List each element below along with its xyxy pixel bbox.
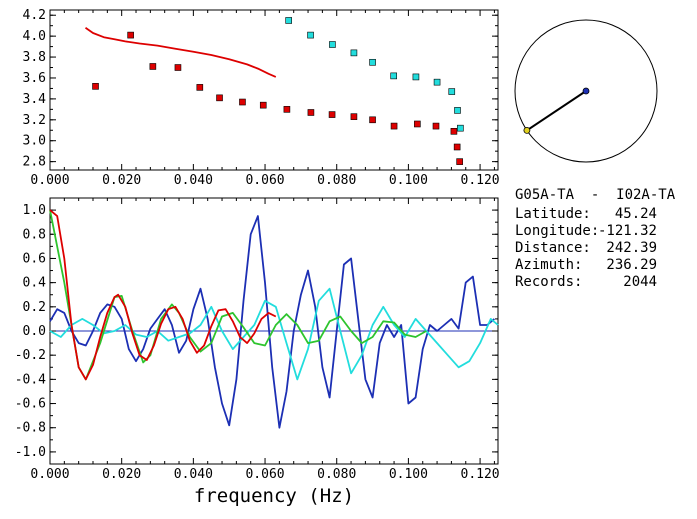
red-marker xyxy=(369,116,376,124)
cyan-marker xyxy=(457,124,464,132)
y-tick-label: 0.0 xyxy=(23,324,46,339)
cyan-marker xyxy=(390,72,398,80)
red-marker xyxy=(432,122,440,130)
red-marker xyxy=(174,64,182,71)
y-tick-label: 0.6 xyxy=(23,251,46,266)
top-y-ticks: 2.8 3.0 3.2 3.4 3.6 3.8 4.0 4.2 xyxy=(23,8,498,170)
azimuth-line xyxy=(526,90,587,132)
compass-circle xyxy=(514,19,658,163)
y-tick-label: 4.0 xyxy=(23,29,46,44)
latitude-value: 45.24 xyxy=(615,206,657,222)
red-marker xyxy=(456,158,463,165)
top-series xyxy=(84,17,464,165)
cyan-marker xyxy=(412,73,420,81)
x-tick-label: 0.120 xyxy=(461,173,500,188)
cyan-marker xyxy=(329,41,336,48)
azimuth-value: 236.29 xyxy=(606,257,657,273)
center-station-marker xyxy=(582,87,590,95)
distance-label: Distance: xyxy=(515,240,591,256)
y-tick-label: -0.6 xyxy=(15,397,46,412)
y-tick-label: -1.0 xyxy=(15,445,46,460)
x-tick-label: 0.120 xyxy=(461,467,500,482)
top-panel: 0.000 0.020 0.040 0.060 0.080 0.100 0.120 2.8 3… xyxy=(23,8,500,188)
red-marker xyxy=(328,111,336,118)
cyan-series-line xyxy=(49,287,499,381)
x-tick-label: 0.000 xyxy=(30,467,69,482)
records-label: Records: xyxy=(515,274,582,290)
y-tick-label: 0.4 xyxy=(23,276,47,291)
x-tick-label: 0.100 xyxy=(389,173,428,188)
blue-series-line xyxy=(49,215,495,429)
y-tick-label: 3.0 xyxy=(23,134,46,149)
cyan-marker xyxy=(454,107,461,114)
x-tick-label: 0.040 xyxy=(174,467,213,482)
red-series-line xyxy=(84,27,277,78)
x-tick-label: 0.040 xyxy=(174,173,213,188)
azimuth-label: Azimuth: xyxy=(515,257,582,273)
azimuth-compass xyxy=(514,19,658,163)
top-x-ticks: 0.000 0.020 0.040 0.060 0.080 0.100 0.120 xyxy=(30,10,500,188)
records-value: 2044 xyxy=(623,274,657,290)
red-marker xyxy=(307,109,315,116)
x-tick-label: 0.020 xyxy=(102,173,141,188)
distance-value: 242.39 xyxy=(606,240,657,256)
info-block: G05A-TA - I02A-TA Latitude: 45.24 Longit… xyxy=(515,187,676,290)
longitude-label: Longitude: xyxy=(515,223,599,239)
red-marker xyxy=(127,31,134,39)
x-tick-label: 0.100 xyxy=(389,467,428,482)
red-marker xyxy=(390,122,398,130)
y-tick-label: 3.4 xyxy=(23,92,47,107)
y-tick-label: 3.6 xyxy=(23,71,46,86)
x-tick-label: 0.080 xyxy=(317,467,356,482)
cyan-marker xyxy=(285,17,292,24)
red-series-line xyxy=(49,209,277,381)
y-tick-label: 1.0 xyxy=(23,203,46,218)
y-tick-label: -0.2 xyxy=(15,348,46,363)
x-axis-title: frequency (Hz) xyxy=(194,485,354,507)
red-marker xyxy=(283,106,291,113)
bottom-y-ticks: -1.0 -0.8 -0.6 -0.4 -0.2 0.0 0.2 0.4 0.6 0.8 1.0 xyxy=(15,197,498,465)
red-marker xyxy=(196,84,204,91)
x-tick-label: 0.060 xyxy=(245,467,284,482)
y-tick-label: 2.8 xyxy=(23,155,46,170)
station-pair-label: G05A-TA - I02A-TA xyxy=(515,187,676,203)
x-tick-label: 0.060 xyxy=(245,173,284,188)
x-tick-label: 0.080 xyxy=(317,173,356,188)
far-station-marker xyxy=(523,126,531,134)
bottom-panel: 0.000 0.020 0.040 0.060 0.080 0.100 0.120 -1.0… xyxy=(15,197,500,507)
red-marker xyxy=(453,143,461,151)
y-tick-label: -0.8 xyxy=(15,421,46,436)
latitude-label: Latitude: xyxy=(515,206,591,222)
green-series-line xyxy=(49,209,427,381)
cyan-marker xyxy=(307,31,314,39)
bottom-series xyxy=(49,209,499,429)
red-marker xyxy=(239,98,246,106)
cyan-marker xyxy=(350,49,358,57)
cyan-marker xyxy=(433,78,441,86)
red-marker xyxy=(149,63,157,70)
y-tick-label: -0.4 xyxy=(15,372,46,387)
red-marker xyxy=(216,94,223,102)
y-tick-label: 0.2 xyxy=(23,300,46,315)
y-tick-label: 4.2 xyxy=(23,8,46,23)
y-tick-label: 0.8 xyxy=(23,227,46,242)
x-tick-label: 0.000 xyxy=(30,173,69,188)
y-tick-label: 3.2 xyxy=(23,113,46,128)
red-marker xyxy=(350,113,358,120)
cyan-marker xyxy=(369,58,376,66)
red-marker xyxy=(414,120,421,128)
red-marker xyxy=(92,83,99,90)
x-tick-label: 0.020 xyxy=(102,467,141,482)
top-plot-frame xyxy=(49,9,499,171)
longitude-value: -121.32 xyxy=(598,223,657,239)
red-marker xyxy=(259,101,267,109)
bottom-x-ticks: 0.000 0.020 0.040 0.060 0.080 0.100 0.120 xyxy=(30,198,500,482)
red-marker xyxy=(450,128,458,135)
y-tick-label: 3.8 xyxy=(23,50,46,65)
cyan-marker xyxy=(448,88,456,95)
